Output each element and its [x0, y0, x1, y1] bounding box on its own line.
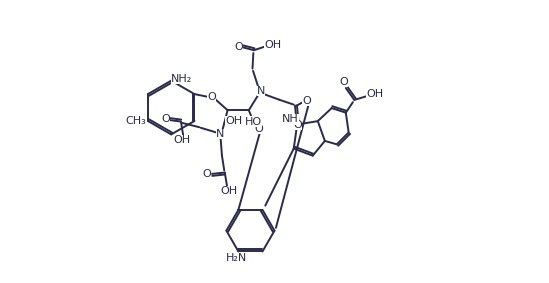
Text: O: O — [234, 42, 243, 52]
Text: O: O — [161, 114, 170, 124]
Text: CH₃: CH₃ — [126, 116, 147, 126]
Text: OH: OH — [225, 116, 243, 126]
Text: O: O — [202, 169, 211, 179]
Text: O: O — [293, 120, 302, 130]
Text: OH: OH — [265, 40, 282, 50]
Text: O: O — [254, 124, 263, 134]
Text: NH₂: NH₂ — [171, 74, 193, 84]
Text: N: N — [216, 129, 225, 139]
Text: OH: OH — [221, 186, 238, 196]
Text: OH: OH — [173, 135, 191, 145]
Text: O: O — [339, 77, 348, 87]
Text: N: N — [257, 86, 265, 96]
Text: OH: OH — [366, 89, 383, 99]
Text: HO: HO — [244, 117, 262, 127]
Text: O: O — [302, 96, 311, 106]
Text: H₂N: H₂N — [226, 253, 247, 263]
Text: O: O — [207, 93, 216, 102]
Text: NH: NH — [282, 114, 299, 125]
